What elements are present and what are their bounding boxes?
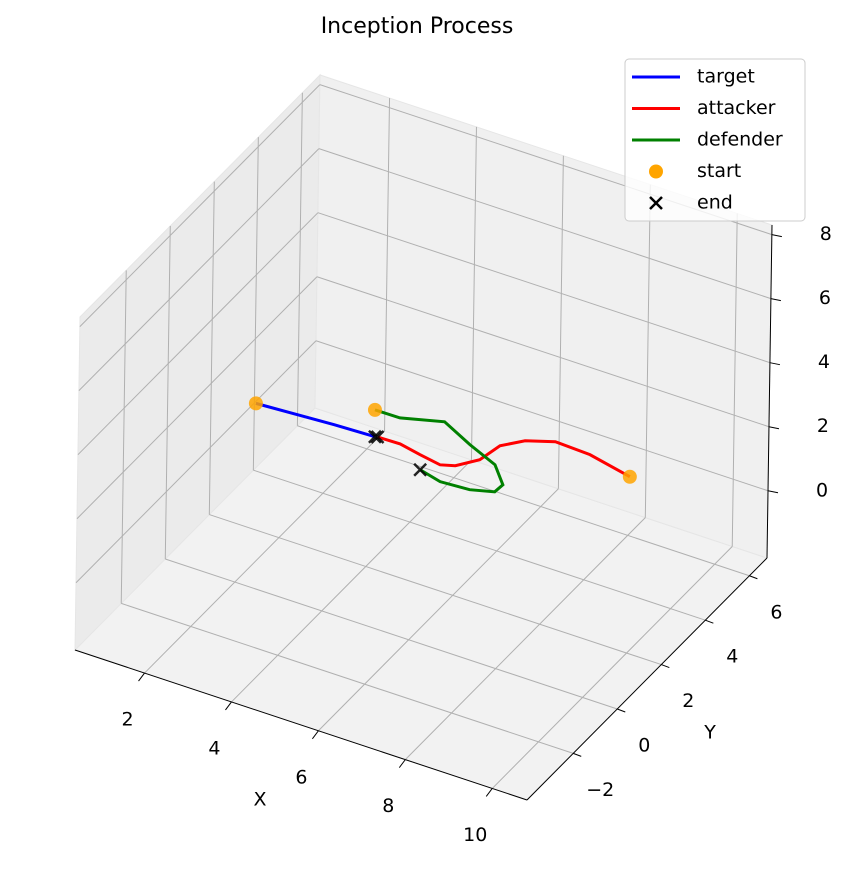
grid-line: [315, 340, 769, 492]
grid-line: [121, 602, 574, 754]
grid-line: [209, 514, 662, 666]
z-tick: [770, 298, 781, 302]
grid-line: [644, 184, 651, 518]
start-marker: [248, 396, 263, 411]
legend: target attacker defender start end: [624, 58, 806, 222]
grid-line: [296, 92, 303, 426]
y-tick-label: 2: [682, 690, 694, 712]
series-line: [255, 401, 376, 439]
z-tick-label: 0: [816, 479, 828, 501]
grid-line: [318, 148, 772, 300]
grid-line: [297, 425, 750, 577]
grid-line: [144, 430, 385, 674]
grid-line: [231, 459, 472, 703]
y-tick: [573, 752, 582, 757]
x-axis-label: X: [253, 789, 266, 811]
axis-line: [74, 649, 528, 801]
y-tick-label: 6: [770, 601, 782, 623]
legend-label: end: [697, 192, 733, 214]
grid-line: [165, 558, 618, 710]
z-tick: [768, 426, 780, 430]
legend-label: start: [697, 160, 741, 182]
grid-line: [120, 270, 127, 604]
y-tick: [617, 708, 626, 713]
x-tick: [311, 730, 319, 740]
legend-label: attacker: [697, 97, 776, 119]
y-tick-label: 4: [726, 646, 738, 668]
grid-line: [79, 84, 321, 327]
legend-label: defender: [697, 129, 783, 151]
y-tick-label: 0: [638, 734, 650, 756]
legend-swatch: [649, 196, 663, 210]
z-tick: [771, 234, 782, 238]
end-marker: [368, 429, 382, 444]
y-tick: [749, 575, 758, 580]
series-line: [374, 408, 505, 494]
grid-line: [252, 137, 259, 471]
x-tick: [485, 788, 493, 797]
grid-line: [316, 276, 770, 428]
y-tick: [705, 619, 714, 624]
y-tick: [661, 664, 670, 669]
start-marker: [622, 469, 637, 484]
z-tick-label: 2: [817, 415, 829, 437]
z-tick-label: 4: [818, 351, 830, 373]
legend-box: [624, 58, 806, 222]
y-tick-label: −2: [586, 779, 614, 801]
grid-line: [384, 98, 391, 432]
grid-line: [318, 488, 559, 732]
series-line: [377, 435, 631, 479]
end-marker: [370, 430, 385, 444]
x-tick: [225, 701, 232, 711]
grid-line: [76, 276, 318, 520]
axis-line: [526, 557, 768, 801]
grid-line: [78, 148, 320, 391]
grid-line: [404, 517, 646, 760]
x-tick-label: 4: [208, 737, 220, 759]
grid-line: [208, 181, 215, 515]
x-tick: [138, 672, 145, 682]
legend-label: target: [697, 66, 755, 88]
grid-line: [470, 126, 477, 460]
x-tick-label: 10: [463, 824, 487, 846]
start-marker: [367, 402, 382, 417]
x-tick-label: 6: [295, 766, 307, 788]
grid-line: [557, 155, 564, 489]
grid-line: [75, 340, 317, 584]
z-tick-label: 8: [820, 223, 832, 245]
grid-line: [317, 212, 771, 364]
grid-line: [164, 225, 171, 559]
grid-line: [77, 212, 319, 456]
x-tick-label: 2: [121, 709, 133, 731]
grid-line: [253, 469, 706, 621]
legend-swatch: [649, 164, 663, 179]
end-marker: [413, 462, 428, 477]
x-tick-label: 8: [382, 795, 394, 817]
y-axis-label: Y: [703, 722, 716, 744]
chart-title: Inception Process: [321, 14, 514, 39]
z-tick-label: 6: [819, 287, 831, 309]
z-tick: [767, 490, 779, 494]
grid-line: [491, 546, 733, 789]
x-tick: [398, 759, 406, 768]
axis-line: [766, 224, 773, 559]
z-tick: [769, 362, 781, 366]
grid-line: [731, 213, 738, 547]
